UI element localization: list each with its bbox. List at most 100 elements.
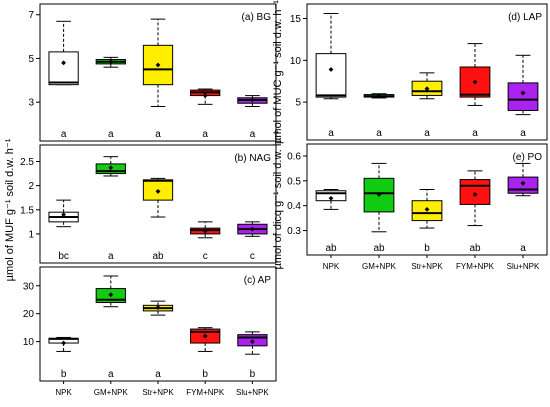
significance-letter: a: [376, 128, 382, 139]
box-npk: [48, 20, 79, 86]
y-tick-label: 2: [28, 181, 34, 192]
panel-bg: (a) BG 3 5 7 a a a a a: [28, 3, 277, 142]
significance-letter: a: [520, 128, 526, 139]
significance-letter: b: [61, 369, 67, 380]
box-iqr: [315, 190, 347, 202]
mean-marker: [108, 292, 114, 298]
x-tick-label: NPK: [55, 388, 72, 397]
box-npk: [48, 199, 79, 228]
mean-marker: [472, 192, 478, 197]
y-tick-label: 3: [28, 98, 34, 109]
box-str-npk: [142, 300, 174, 316]
box-str-npk: [411, 189, 443, 229]
panel-nag: (b) NAG 1 1.5 2 2.5 bc a ab c c: [20, 144, 277, 264]
mean-marker: [424, 207, 430, 212]
y-tick-label: 5: [28, 54, 34, 65]
mean-marker: [155, 189, 161, 194]
left-y-axis-label: µmol of MUF g⁻¹ soil d.w. h⁻¹: [4, 138, 16, 281]
panel-frame: [39, 266, 277, 382]
significance-letter: b: [250, 369, 256, 380]
mean-marker: [61, 212, 66, 218]
y-tick-label: 7: [28, 10, 34, 21]
significance-letter: a: [424, 128, 430, 139]
significance-letter: ab: [325, 243, 337, 254]
box-gm-npk: [95, 156, 126, 177]
panel-title: (b) NAG: [234, 153, 271, 164]
panel-po: (e) PO 0.3 0.4 0.5 0.6 ab NPK ab GM+NPK b Str+NPK a…: [287, 143, 548, 271]
y-tick-label: 0.6: [287, 151, 301, 162]
box-str-npk: [411, 72, 443, 100]
panel-title: (a) BG: [242, 12, 272, 23]
y-tick-label: 30: [23, 281, 35, 292]
right-y-axis-label-bottom: µmol of dicq g⁻¹ soil d.w. h⁻¹: [272, 130, 284, 269]
significance-letter: a: [472, 128, 478, 139]
x-tick-label: Slu+NPK: [236, 388, 269, 397]
mean-marker: [108, 59, 114, 65]
mean-marker: [376, 93, 382, 99]
box-slu-npk: [237, 221, 268, 237]
mean-marker: [328, 67, 334, 72]
mean-marker: [108, 165, 114, 171]
significance-letter: b: [202, 369, 208, 380]
significance-letter: a: [520, 243, 526, 254]
significance-letter: ab: [152, 251, 164, 262]
significance-letter: ab: [469, 243, 481, 254]
significance-letter: ab: [373, 243, 385, 254]
significance-letter: a: [108, 251, 114, 262]
mean-marker: [250, 226, 255, 232]
x-tick-label: NPK: [323, 262, 340, 271]
box-npk: [315, 189, 347, 210]
mean-marker: [202, 333, 208, 339]
significance-letter: a: [155, 129, 161, 140]
significance-letter: c: [203, 251, 208, 262]
box-gm-npk: [95, 56, 126, 68]
box-fym-npk: [190, 221, 221, 239]
mean-marker: [520, 90, 526, 96]
significance-letter: a: [108, 369, 114, 380]
panel-title: (e) PO: [513, 152, 543, 163]
box-iqr: [315, 53, 347, 98]
mean-marker: [250, 339, 255, 345]
mean-marker: [520, 180, 526, 186]
box-fym-npk: [459, 43, 491, 106]
y-tick-label: 1.5: [20, 205, 34, 216]
significance-letter: a: [61, 129, 67, 140]
box-gm-npk: [95, 275, 126, 308]
box-str-npk: [142, 177, 174, 218]
significance-letter: a: [250, 129, 256, 140]
panel-frame: [39, 3, 277, 142]
y-tick-label: 15: [290, 14, 302, 25]
right-y-axis-label-top: µmol of MUC g⁻¹ soil d.w. h⁻¹: [272, 0, 284, 144]
y-tick-label: 2.5: [20, 157, 34, 168]
y-tick-label: 0.4: [287, 201, 301, 212]
y-tick-label: 5: [295, 98, 301, 109]
box-iqr: [48, 51, 79, 86]
box-npk: [48, 336, 79, 352]
significance-letter: a: [108, 129, 114, 140]
mean-marker: [472, 79, 478, 85]
mean-marker: [202, 228, 208, 234]
y-tick-label: 20: [23, 309, 35, 320]
box-iqr: [507, 82, 539, 111]
panel-ap: (c) AP 10 20 30 b NPK a GM+NPK a Str+NPK b FYM+NPK b…: [23, 266, 277, 397]
box-slu-npk: [237, 95, 268, 108]
significance-letter: c: [250, 251, 255, 262]
y-tick-label: 10: [290, 56, 302, 67]
x-tick-label: FYM+NPK: [186, 388, 225, 397]
box-iqr: [459, 179, 491, 205]
mean-marker: [155, 305, 161, 310]
box-fym-npk: [190, 327, 221, 352]
box-slu-npk: [507, 54, 539, 116]
box-gm-npk: [363, 162, 395, 233]
y-tick-label: 1: [28, 229, 34, 240]
box-slu-npk: [237, 331, 268, 355]
x-tick-label: Slu+NPK: [507, 262, 540, 271]
panel-title: (d) LAP: [508, 12, 542, 23]
box-str-npk: [142, 18, 174, 108]
y-tick-label: 0.5: [287, 176, 301, 187]
box-gm-npk: [363, 93, 395, 99]
mean-marker: [424, 86, 430, 92]
significance-letter: b: [424, 243, 430, 254]
